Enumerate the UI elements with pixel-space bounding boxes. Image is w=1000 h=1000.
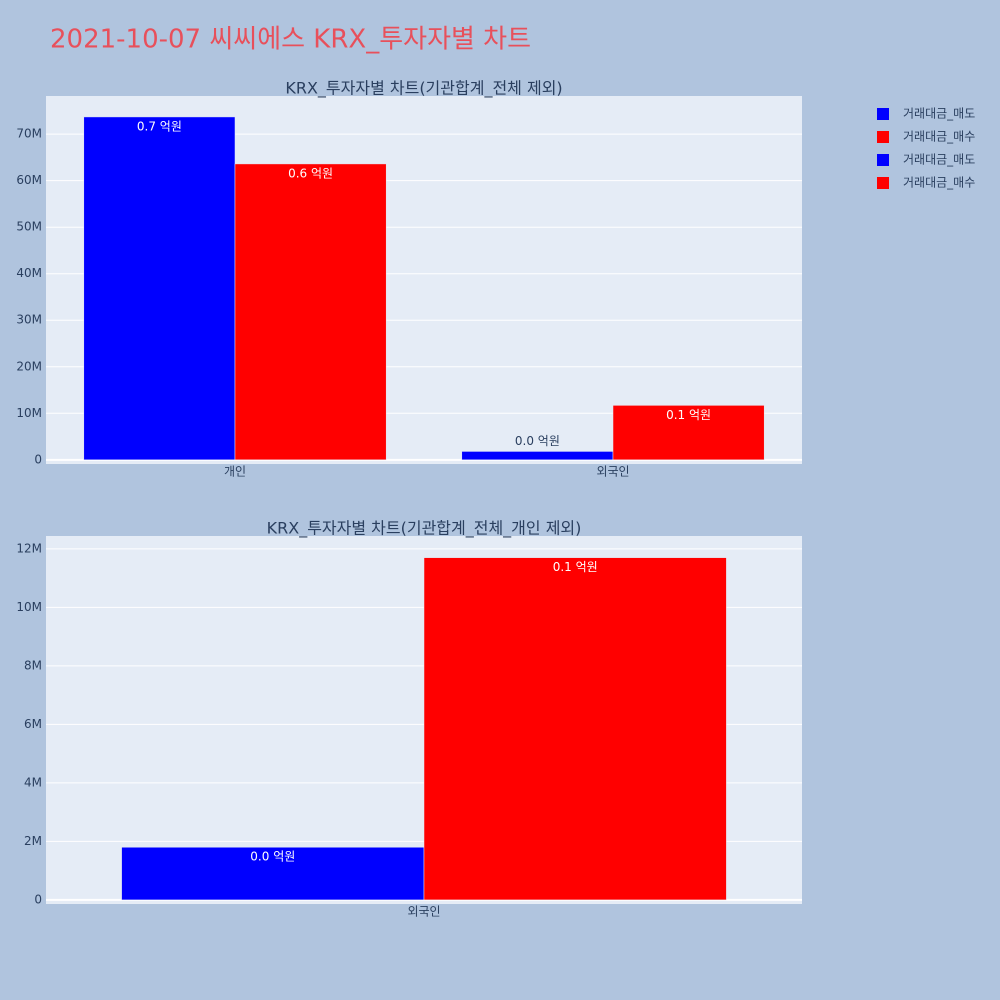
bar (83, 116, 236, 461)
subplot-title: KRX_투자자별 차트(기관합계_전체_개인 제외) (267, 519, 582, 539)
value-label: 0.1 억원 (666, 408, 711, 422)
y-tick-label: 70M (16, 127, 42, 141)
page-title: 2021-10-07 씨씨에스 KRX_투자자별 차트 (50, 25, 531, 55)
y-tick-label: 0 (34, 892, 42, 906)
legend-label: 거래대금_매도 (903, 153, 975, 167)
y-tick-label: 8M (24, 658, 42, 672)
y-tick-label: 6M (24, 717, 42, 731)
legend-swatch (877, 154, 889, 166)
y-tick-label: 4M (24, 775, 42, 789)
y-tick-label: 60M (16, 173, 42, 187)
y-tick-label: 20M (16, 359, 42, 373)
value-label: 0.0 억원 (515, 434, 560, 448)
x-tick-label: 개인 (224, 465, 246, 479)
legend-swatch (877, 108, 889, 120)
legend-swatch (877, 177, 889, 189)
subplot-title: KRX_투자자별 차트(기관합계_전체 제외) (285, 79, 562, 99)
y-tick-label: 10M (16, 406, 42, 420)
legend-label: 거래대금_매도 (903, 107, 975, 121)
x-tick-label: 외국인 (596, 465, 629, 479)
legend-label: 거래대금_매수 (903, 130, 975, 144)
y-tick-label: 30M (16, 313, 42, 327)
bar (234, 163, 387, 461)
x-tick-label: 외국인 (407, 905, 440, 919)
bar (461, 451, 614, 461)
value-label: 0.7 억원 (137, 119, 182, 133)
legend-swatch (877, 131, 889, 143)
y-tick-label: 50M (16, 220, 42, 234)
value-label: 0.6 억원 (288, 166, 333, 180)
bar (612, 405, 765, 461)
value-label: 0.0 억원 (250, 850, 295, 864)
bar (423, 557, 727, 901)
legend-label: 거래대금_매수 (903, 176, 975, 190)
y-tick-label: 12M (16, 541, 42, 555)
y-tick-label: 10M (16, 600, 42, 614)
y-tick-label: 40M (16, 266, 42, 280)
y-tick-label: 2M (24, 834, 42, 848)
value-label: 0.1 억원 (553, 560, 598, 574)
y-tick-label: 0 (34, 452, 42, 466)
